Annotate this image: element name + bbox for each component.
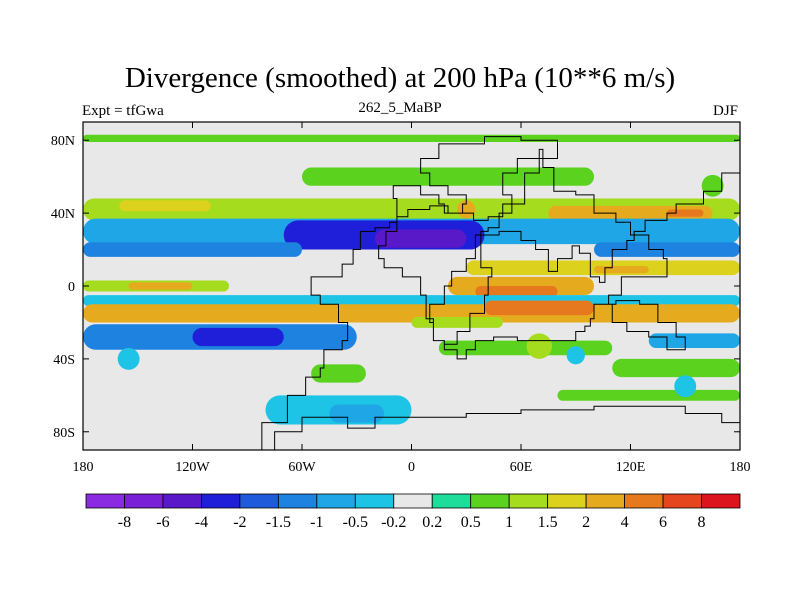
divergence-band-24 [648, 333, 740, 348]
land-outline [256, 136, 740, 450]
colorbar-box-15 [662, 493, 702, 509]
colorbar-label: 0.5 [461, 514, 481, 531]
colorbar-box-12 [547, 493, 587, 509]
divergence-band-0 [83, 134, 740, 143]
colorbar-box-14 [624, 493, 664, 509]
colorbar-label: 1.5 [538, 514, 558, 531]
divergence-band-10 [594, 242, 740, 257]
colorbar-label: 6 [659, 514, 667, 531]
divergence-band-3 [119, 200, 211, 212]
colorbar-box-13 [585, 493, 625, 509]
y-tick-label: 0 [68, 280, 75, 295]
divergence-band-12 [594, 265, 649, 274]
season-label: DJF [712, 103, 738, 119]
divergence-blob-2 [566, 346, 585, 365]
divergence-band-8 [375, 229, 467, 248]
colorbar-label: -6 [156, 514, 169, 531]
divergence-blob-0 [117, 347, 140, 370]
colorbar-label: -2 [233, 514, 246, 531]
divergence-band-21 [411, 316, 503, 328]
x-tick-label: 60E [510, 460, 533, 475]
divergence-band-23 [192, 327, 284, 347]
divergence-band-26 [311, 364, 366, 383]
chart-title: Divergence (smoothed) at 200 hPa (10**6 … [124, 62, 676, 94]
x-tick-label: 60W [288, 460, 316, 475]
colorbar-box-0 [85, 493, 125, 509]
divergence-band-20 [484, 300, 594, 316]
land-outline-1 [274, 405, 740, 450]
x-tick-label: 120E [616, 460, 646, 475]
colorbar-box-9 [431, 493, 472, 509]
colorbar-box-11 [508, 493, 549, 509]
experiment-label: Expt = tfGwa [82, 103, 164, 119]
divergence-band-19 [229, 307, 521, 319]
colorbar-box-8 [393, 493, 433, 509]
colorbar-box-3 [201, 493, 241, 509]
divergence-band-1 [302, 167, 594, 186]
divergence-band-27 [612, 358, 740, 378]
y-tick-label: 40N [51, 207, 75, 222]
divergence-band-25 [438, 340, 613, 356]
colorbar-label: 1 [505, 514, 513, 531]
colorbar-box-1 [124, 493, 164, 509]
divergence-band-14 [128, 282, 193, 290]
divergence-blob-1 [526, 333, 553, 359]
colorbar-label: -4 [195, 514, 208, 531]
map-axes: 180 120W 60W 0 60E 120E 180 80N 40N 0 40S 80S [51, 122, 751, 475]
run-label: 262_5_MaBP [358, 100, 442, 116]
colorbar: -8 -6 -4 -2 -1.5 -1 -0.5 -0.2 0.2 0.5 1 1.5 2 4 6 8 [85, 493, 741, 531]
colorbar-label: 4 [621, 514, 629, 531]
divergence-band-30 [329, 404, 385, 423]
x-tick-label: 0 [408, 460, 415, 475]
colorbar-label: 2 [582, 514, 590, 531]
colorbar-label: -8 [118, 514, 131, 531]
colorbar-box-16 [701, 493, 741, 509]
colorbar-label: -0.5 [343, 514, 368, 531]
divergence-blob-5 [674, 375, 697, 398]
y-tick-label: 80N [51, 134, 75, 149]
y-tick-label: 80S [53, 426, 75, 441]
divergence-blob-3 [701, 174, 724, 197]
divergence-band-9 [83, 242, 302, 257]
divergence-blob-4 [457, 200, 476, 219]
divergence-band-16 [475, 286, 558, 297]
colorbar-box-6 [316, 493, 356, 509]
colorbar-box-10 [470, 493, 510, 509]
colorbar-label: 8 [698, 514, 706, 531]
x-tick-label: 180 [73, 460, 94, 475]
colorbar-box-2 [162, 493, 202, 509]
x-tick-label: 120W [175, 460, 210, 475]
colorbar-box-5 [277, 493, 318, 509]
colorbar-label: -1.5 [266, 514, 291, 531]
land-outline-0 [256, 136, 740, 450]
y-tick-label: 40S [53, 353, 75, 368]
colorbar-label: 0.2 [422, 514, 442, 531]
colorbar-label: -0.2 [381, 514, 406, 531]
divergence-field [83, 122, 740, 450]
colorbar-label: -1 [310, 514, 323, 531]
x-tick-label: 180 [730, 460, 751, 475]
colorbar-box-4 [239, 493, 279, 509]
divergence-band-28 [557, 389, 740, 401]
colorbar-box-7 [354, 493, 395, 509]
